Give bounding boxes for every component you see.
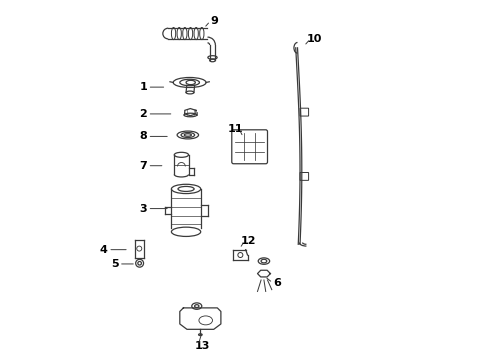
Text: 11: 11: [227, 124, 243, 134]
Text: 3: 3: [139, 203, 147, 213]
Text: 6: 6: [273, 278, 281, 288]
Text: 4: 4: [100, 245, 108, 255]
Text: 8: 8: [139, 131, 147, 141]
Text: 12: 12: [241, 237, 256, 247]
Text: 5: 5: [111, 259, 119, 269]
Text: 13: 13: [195, 341, 210, 351]
Text: 1: 1: [139, 82, 147, 92]
Text: 9: 9: [211, 16, 219, 26]
Text: 2: 2: [139, 109, 147, 119]
Text: 10: 10: [307, 34, 322, 44]
Text: 7: 7: [139, 161, 147, 171]
